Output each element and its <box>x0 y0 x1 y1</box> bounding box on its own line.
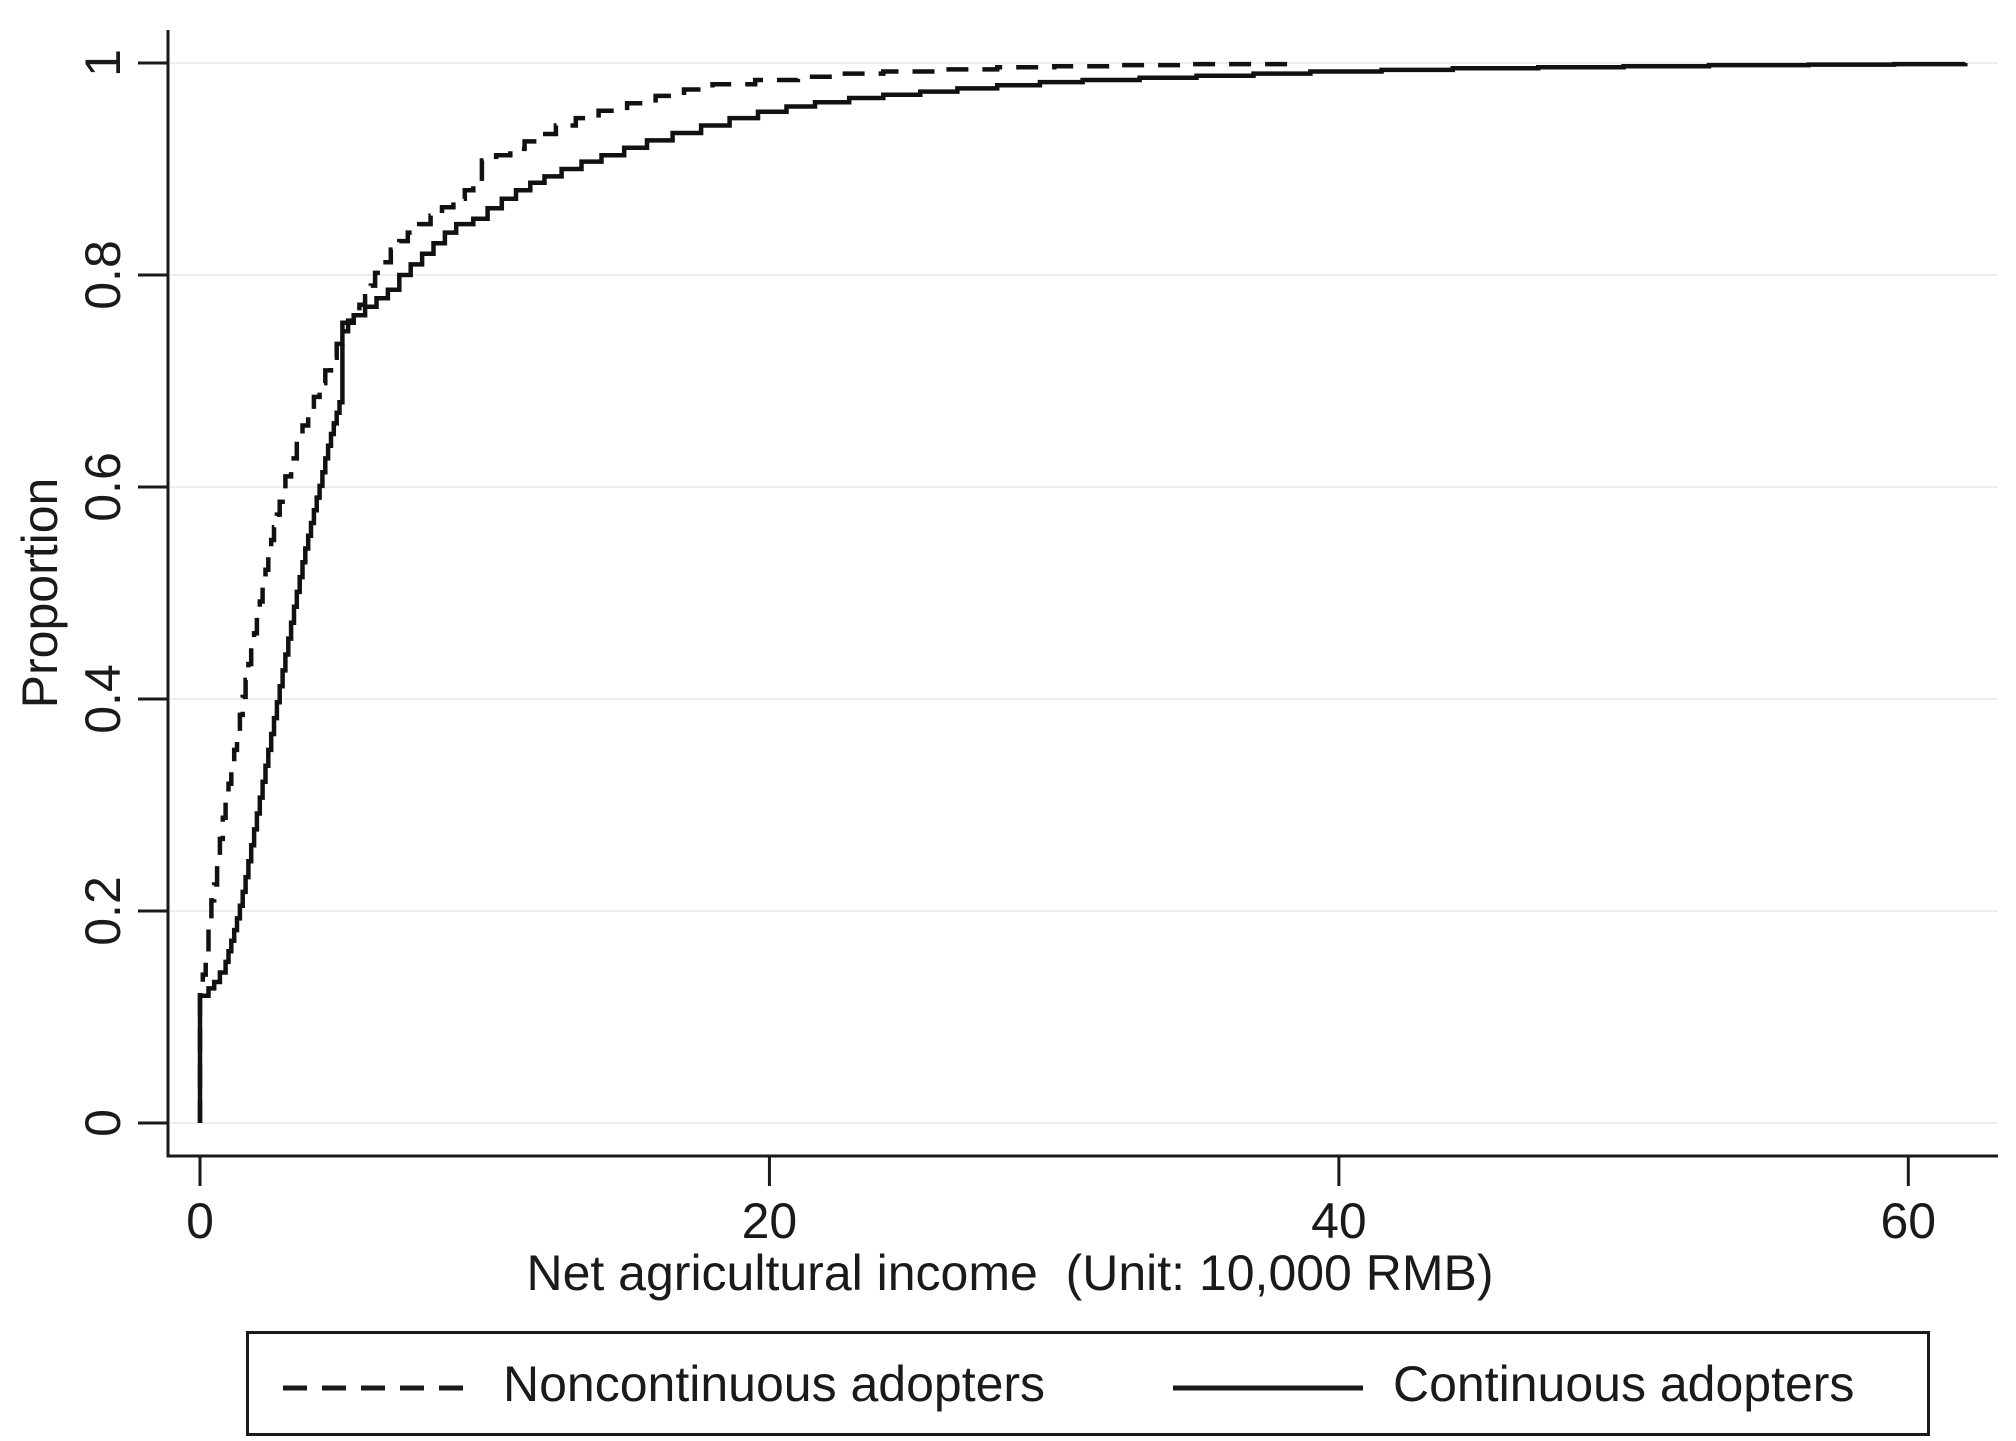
x-tick-label-0: 0 <box>186 1193 214 1249</box>
x-tick-label-20: 20 <box>741 1193 798 1249</box>
y-tick-label-0-4: 0.4 <box>75 664 131 734</box>
y-tick-label-0: 0 <box>75 1109 131 1137</box>
y-tick-label-0-8: 0.8 <box>75 240 131 310</box>
legend-box: Noncontinuous adopters Continuous adopte… <box>246 1331 1930 1436</box>
legend-label-noncontinuous-adopters: Noncontinuous adopters <box>503 1355 1046 1412</box>
continuous-adopters-curve <box>197 61 1968 1123</box>
y-tick-label-0-6: 0.6 <box>75 452 131 522</box>
legend-label-continuous-adopters: Continuous adopters <box>1393 1355 1855 1412</box>
x-tick-label-40: 40 <box>1311 1193 1367 1249</box>
x-axis-title: Net agricultural income (Unit: 10,000 RM… <box>526 1245 1494 1301</box>
y-tick-label-0-2: 0.2 <box>75 876 131 946</box>
y-axis-title: Proportion <box>12 477 68 709</box>
x-tick-label-60: 60 <box>1880 1193 1937 1249</box>
noncontinuous-adopters-curve <box>197 61 1299 1123</box>
y-tick-label-1: 1 <box>75 49 131 77</box>
